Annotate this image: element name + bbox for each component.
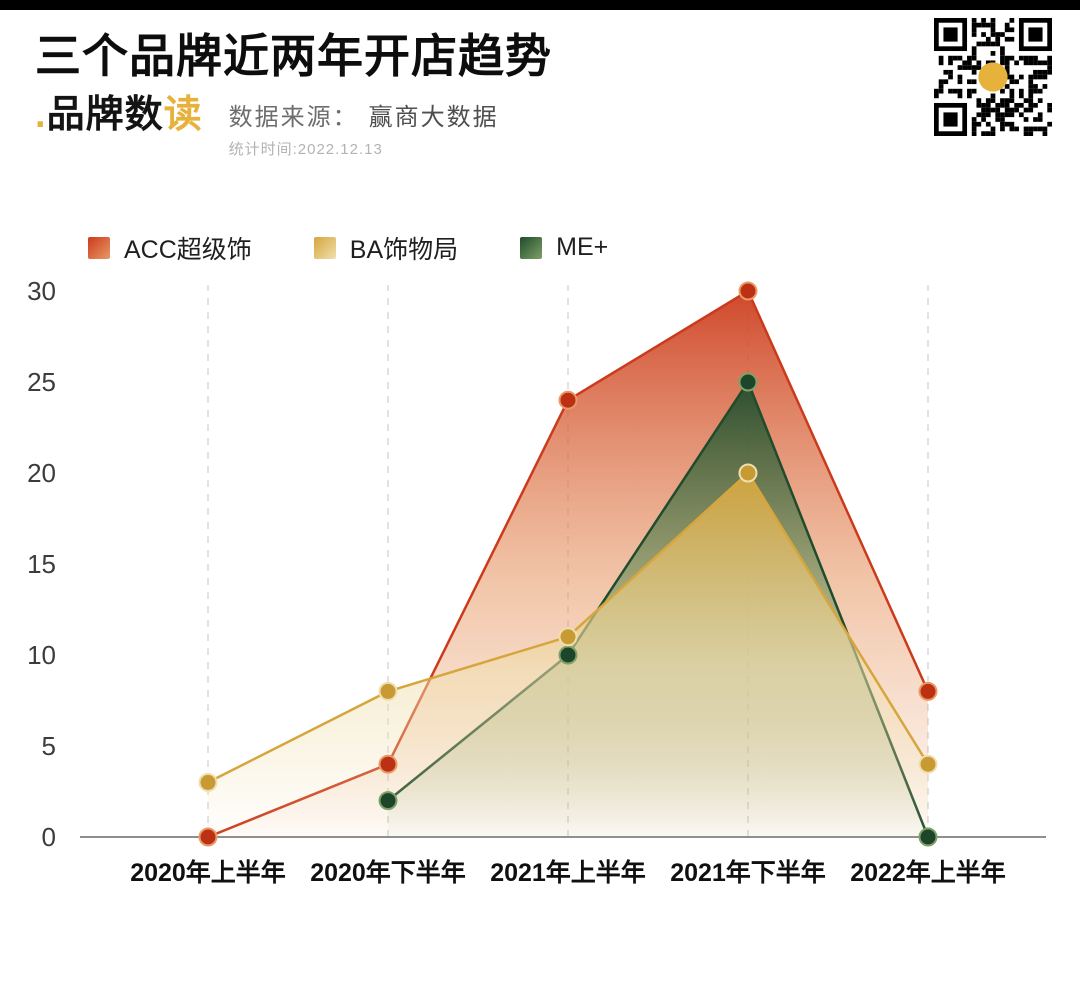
stat-time: 统计时间:2022.12.13 (228, 140, 383, 158)
svg-text:2020年下半年: 2020年下半年 (310, 858, 466, 887)
svg-text:0: 0 (42, 822, 56, 852)
svg-text:20: 20 (27, 458, 56, 488)
chart-legend: ACC超级饰 BA饰物局 ME+ (88, 230, 1080, 266)
source-block: 数据来源： 赢商大数据 统计时间:2022.12.13 (229, 95, 499, 159)
svg-text:2022年上半年: 2022年上半年 (850, 858, 1006, 887)
legend-swatch (520, 236, 543, 259)
logo-accent-text: 读 (163, 93, 203, 136)
svg-text:2021年上半年: 2021年上半年 (490, 858, 646, 887)
header: 三个品牌近两年开店趋势 .品牌数读 数据来源： 赢商大数据 统计时间:2022.1… (0, 10, 1080, 159)
svg-text:30: 30 (27, 276, 56, 306)
page-title: 三个品牌近两年开店趋势 (35, 30, 552, 82)
legend-label: ME+ (556, 233, 609, 262)
legend-item-2: ME+ (520, 233, 608, 262)
svg-text:25: 25 (27, 367, 56, 397)
svg-text:10: 10 (27, 640, 56, 670)
x-axis-labels: 2020年上半年 2020年下半年 2021年上半年 2021年下半年 2022年上半年 (130, 858, 1006, 887)
source-line: 数据来源： 赢商大数据 (229, 97, 499, 132)
qr-code-image (934, 18, 1052, 136)
legend-item-1: BA饰物局 (313, 230, 459, 266)
series-dots (198, 281, 938, 847)
top-black-bar (0, 0, 1080, 10)
chart-section: ACC超级饰 BA饰物局 ME+ 0 5 10 15 20 25 30 2020年上半年 2020年… (0, 233, 1080, 993)
legend-item-0: ACC超级饰 (88, 230, 252, 266)
qr-code (934, 18, 1052, 136)
legend-label: ACC超级饰 (124, 235, 252, 264)
legend-swatch (88, 236, 110, 259)
source-label: 数据来源： (228, 103, 359, 131)
brand-logo: .品牌数读 (35, 93, 203, 137)
area-chart: 0 5 10 15 20 25 30 2020年上半年 2020年下半年 2021年上半年 2021… (27, 276, 1046, 887)
legend-label: BA饰物局 (349, 235, 459, 264)
svg-text:2021年下半年: 2021年下半年 (670, 858, 826, 887)
logo-main-text: 品牌数 (46, 93, 164, 136)
svg-text:15: 15 (27, 549, 56, 579)
logo-dot: . (35, 93, 47, 136)
source-value: 赢商大数据 (368, 103, 499, 131)
y-axis-labels: 0 5 10 15 20 25 30 (27, 276, 56, 852)
svg-text:5: 5 (42, 731, 56, 761)
legend-swatch (313, 236, 336, 259)
svg-text:2020年上半年: 2020年上半年 (130, 858, 286, 887)
brand-row: .品牌数读 数据来源： 赢商大数据 统计时间:2022.12.13 (35, 93, 1045, 159)
